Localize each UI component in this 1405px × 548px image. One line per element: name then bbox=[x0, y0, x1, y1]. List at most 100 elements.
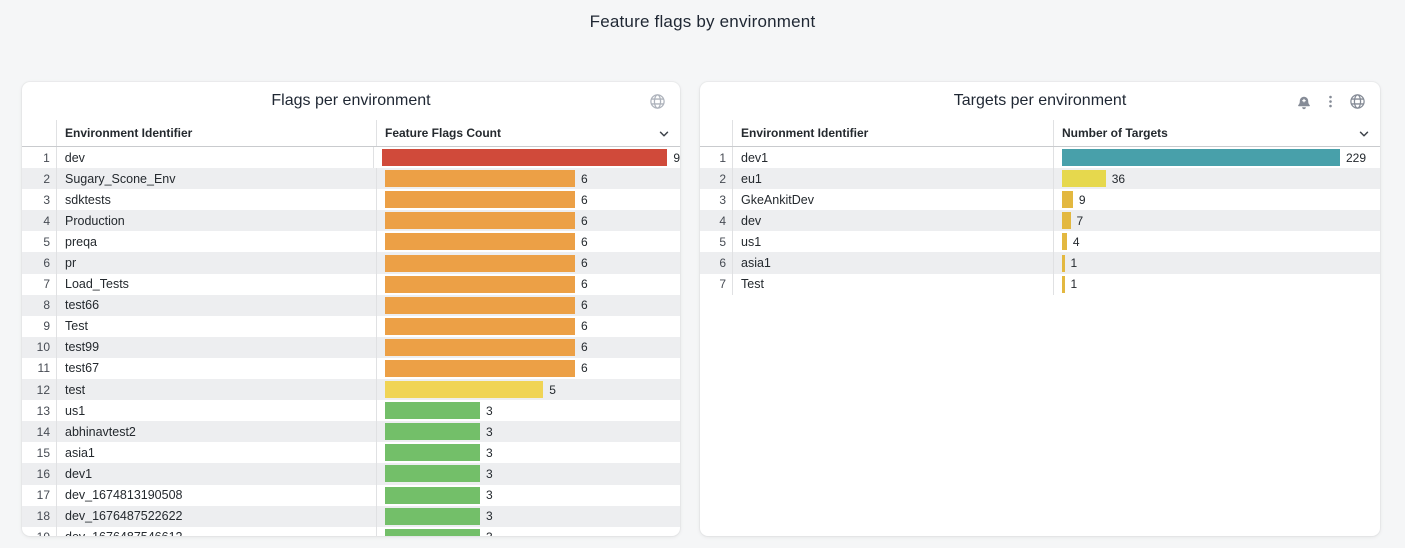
value-cell: 3 bbox=[377, 463, 680, 484]
value-label: 3 bbox=[486, 530, 493, 536]
value-cell: 6 bbox=[377, 358, 680, 379]
value-cell: 3 bbox=[377, 421, 680, 442]
value-label: 6 bbox=[581, 277, 588, 292]
table-row: 13 us1 3 bbox=[22, 400, 680, 422]
table-row: 2 eu1 36 bbox=[700, 168, 1380, 190]
value-bar-gauge bbox=[385, 275, 575, 293]
value-bar-gauge bbox=[385, 486, 480, 504]
table-row: 8 test66 6 bbox=[22, 294, 680, 316]
table-row: 12 test 5 bbox=[22, 379, 680, 401]
environment-identifier-cell: test99 bbox=[57, 336, 377, 358]
table-row: 16 dev1 3 bbox=[22, 463, 680, 485]
row-index: 13 bbox=[22, 400, 57, 422]
table-row: 1 dev 9 bbox=[22, 147, 680, 169]
value-cell: 9 bbox=[1054, 189, 1380, 210]
environment-identifier-cell: dev bbox=[733, 210, 1054, 232]
panel-targets-per-environment: Targets per environment bbox=[700, 82, 1380, 536]
table-header-row: Environment Identifier Feature Flags Cou… bbox=[22, 120, 680, 147]
table-header-row: Environment Identifier Number of Targets bbox=[700, 120, 1380, 147]
value-cell: 6 bbox=[377, 337, 680, 358]
row-index: 5 bbox=[700, 231, 733, 253]
value-bar-gauge bbox=[385, 254, 575, 272]
value-bar-gauge bbox=[1062, 212, 1071, 230]
value-label: 3 bbox=[486, 509, 493, 524]
table-row: 15 asia1 3 bbox=[22, 442, 680, 464]
row-index: 2 bbox=[22, 168, 57, 190]
table-body: 1 dev 9 2 Sugary_Scone_Env 6 3 sdktests 6 4 Produc… bbox=[22, 147, 680, 536]
value-cell: 7 bbox=[1054, 210, 1380, 231]
environment-identifier-cell: abhinavtest2 bbox=[57, 421, 377, 443]
table-row: 10 test99 6 bbox=[22, 336, 680, 358]
value-label: 6 bbox=[581, 340, 588, 355]
value-bar-gauge bbox=[385, 528, 480, 536]
row-index: 14 bbox=[22, 421, 57, 443]
environment-identifier-cell: dev_1674813190508 bbox=[57, 484, 377, 506]
value-cell: 6 bbox=[377, 210, 680, 231]
column-header-number-of-targets[interactable]: Number of Targets bbox=[1062, 126, 1168, 140]
value-bar-gauge bbox=[382, 149, 668, 167]
row-index: 1 bbox=[700, 147, 733, 169]
value-bar-gauge bbox=[385, 444, 480, 462]
column-header-feature-flags-count[interactable]: Feature Flags Count bbox=[385, 126, 502, 140]
value-label: 1 bbox=[1070, 256, 1078, 271]
value-bar-gauge bbox=[385, 191, 575, 209]
value-cell: 6 bbox=[377, 274, 680, 295]
row-index: 17 bbox=[22, 484, 57, 506]
row-index-column-header bbox=[22, 120, 57, 146]
kebab-menu-icon[interactable] bbox=[1323, 94, 1338, 109]
panel-header: Flags per environment bbox=[22, 82, 680, 120]
globe-icon[interactable] bbox=[649, 93, 666, 110]
panel-flags-per-environment: Flags per environment Environment Identi… bbox=[22, 82, 680, 536]
value-bar-gauge bbox=[1062, 191, 1073, 209]
value-bar-gauge bbox=[385, 212, 575, 230]
environment-identifier-cell: pr bbox=[57, 252, 377, 274]
value-bar-gauge bbox=[385, 381, 544, 399]
value-bar-gauge bbox=[385, 338, 575, 356]
value-label: 6 bbox=[581, 234, 588, 249]
value-cell: 6 bbox=[377, 252, 680, 273]
environment-identifier-cell: eu1 bbox=[733, 168, 1054, 190]
environment-identifier-cell: test67 bbox=[57, 357, 377, 380]
environment-identifier-cell: us1 bbox=[57, 400, 377, 422]
row-index: 8 bbox=[22, 294, 57, 316]
environment-identifier-cell: Load_Tests bbox=[57, 273, 377, 295]
table-row: 1 dev1 229 bbox=[700, 147, 1380, 169]
table-row: 3 GkeAnkitDev 9 bbox=[700, 189, 1380, 211]
value-bar-gauge bbox=[385, 359, 575, 377]
table-row: 11 test67 6 bbox=[22, 357, 680, 380]
value-bar-gauge bbox=[385, 233, 575, 251]
table-row: 14 abhinavtest2 3 bbox=[22, 421, 680, 443]
value-cell: 6 bbox=[377, 231, 680, 252]
panel-title[interactable]: Flags per environment bbox=[271, 92, 431, 109]
value-label: 5 bbox=[549, 382, 556, 397]
globe-icon[interactable] bbox=[1349, 93, 1366, 110]
chevron-down-icon[interactable] bbox=[1357, 127, 1371, 141]
environment-identifier-cell: GkeAnkitDev bbox=[733, 189, 1054, 211]
environment-identifier-cell: Test bbox=[57, 315, 377, 337]
value-bar-gauge bbox=[1062, 170, 1106, 188]
table-row: 4 Production 6 bbox=[22, 210, 680, 232]
value-cell: 5 bbox=[377, 379, 680, 400]
value-bar-gauge bbox=[1062, 149, 1340, 167]
alert-bell-plus-icon[interactable] bbox=[1296, 94, 1312, 110]
row-index: 4 bbox=[22, 210, 57, 232]
row-index: 4 bbox=[700, 210, 733, 232]
environment-identifier-cell: dev_1676487546612 bbox=[57, 526, 377, 536]
table-body: 1 dev1 229 2 eu1 36 3 GkeAnkitDev 9 4 dev 7 5 us1 4 6 as… bbox=[700, 147, 1380, 536]
value-label: 9 bbox=[1078, 192, 1086, 207]
row-index: 19 bbox=[22, 526, 57, 536]
value-bar-gauge bbox=[385, 402, 480, 420]
environment-identifier-cell: Production bbox=[57, 210, 377, 232]
row-index: 1 bbox=[22, 147, 57, 169]
environment-identifier-cell: us1 bbox=[733, 231, 1054, 253]
column-header-environment-identifier[interactable]: Environment Identifier bbox=[57, 120, 377, 146]
value-bar-gauge bbox=[1062, 275, 1065, 293]
environment-identifier-cell: test bbox=[57, 379, 377, 401]
panel-title[interactable]: Targets per environment bbox=[953, 92, 1127, 109]
value-label: 6 bbox=[581, 213, 588, 228]
column-header-environment-identifier[interactable]: Environment Identifier bbox=[733, 120, 1054, 146]
value-cell: 4 bbox=[1054, 231, 1380, 252]
table-row: 17 dev_1674813190508 3 bbox=[22, 484, 680, 506]
chevron-down-icon[interactable] bbox=[657, 127, 671, 141]
value-label: 6 bbox=[581, 171, 588, 186]
